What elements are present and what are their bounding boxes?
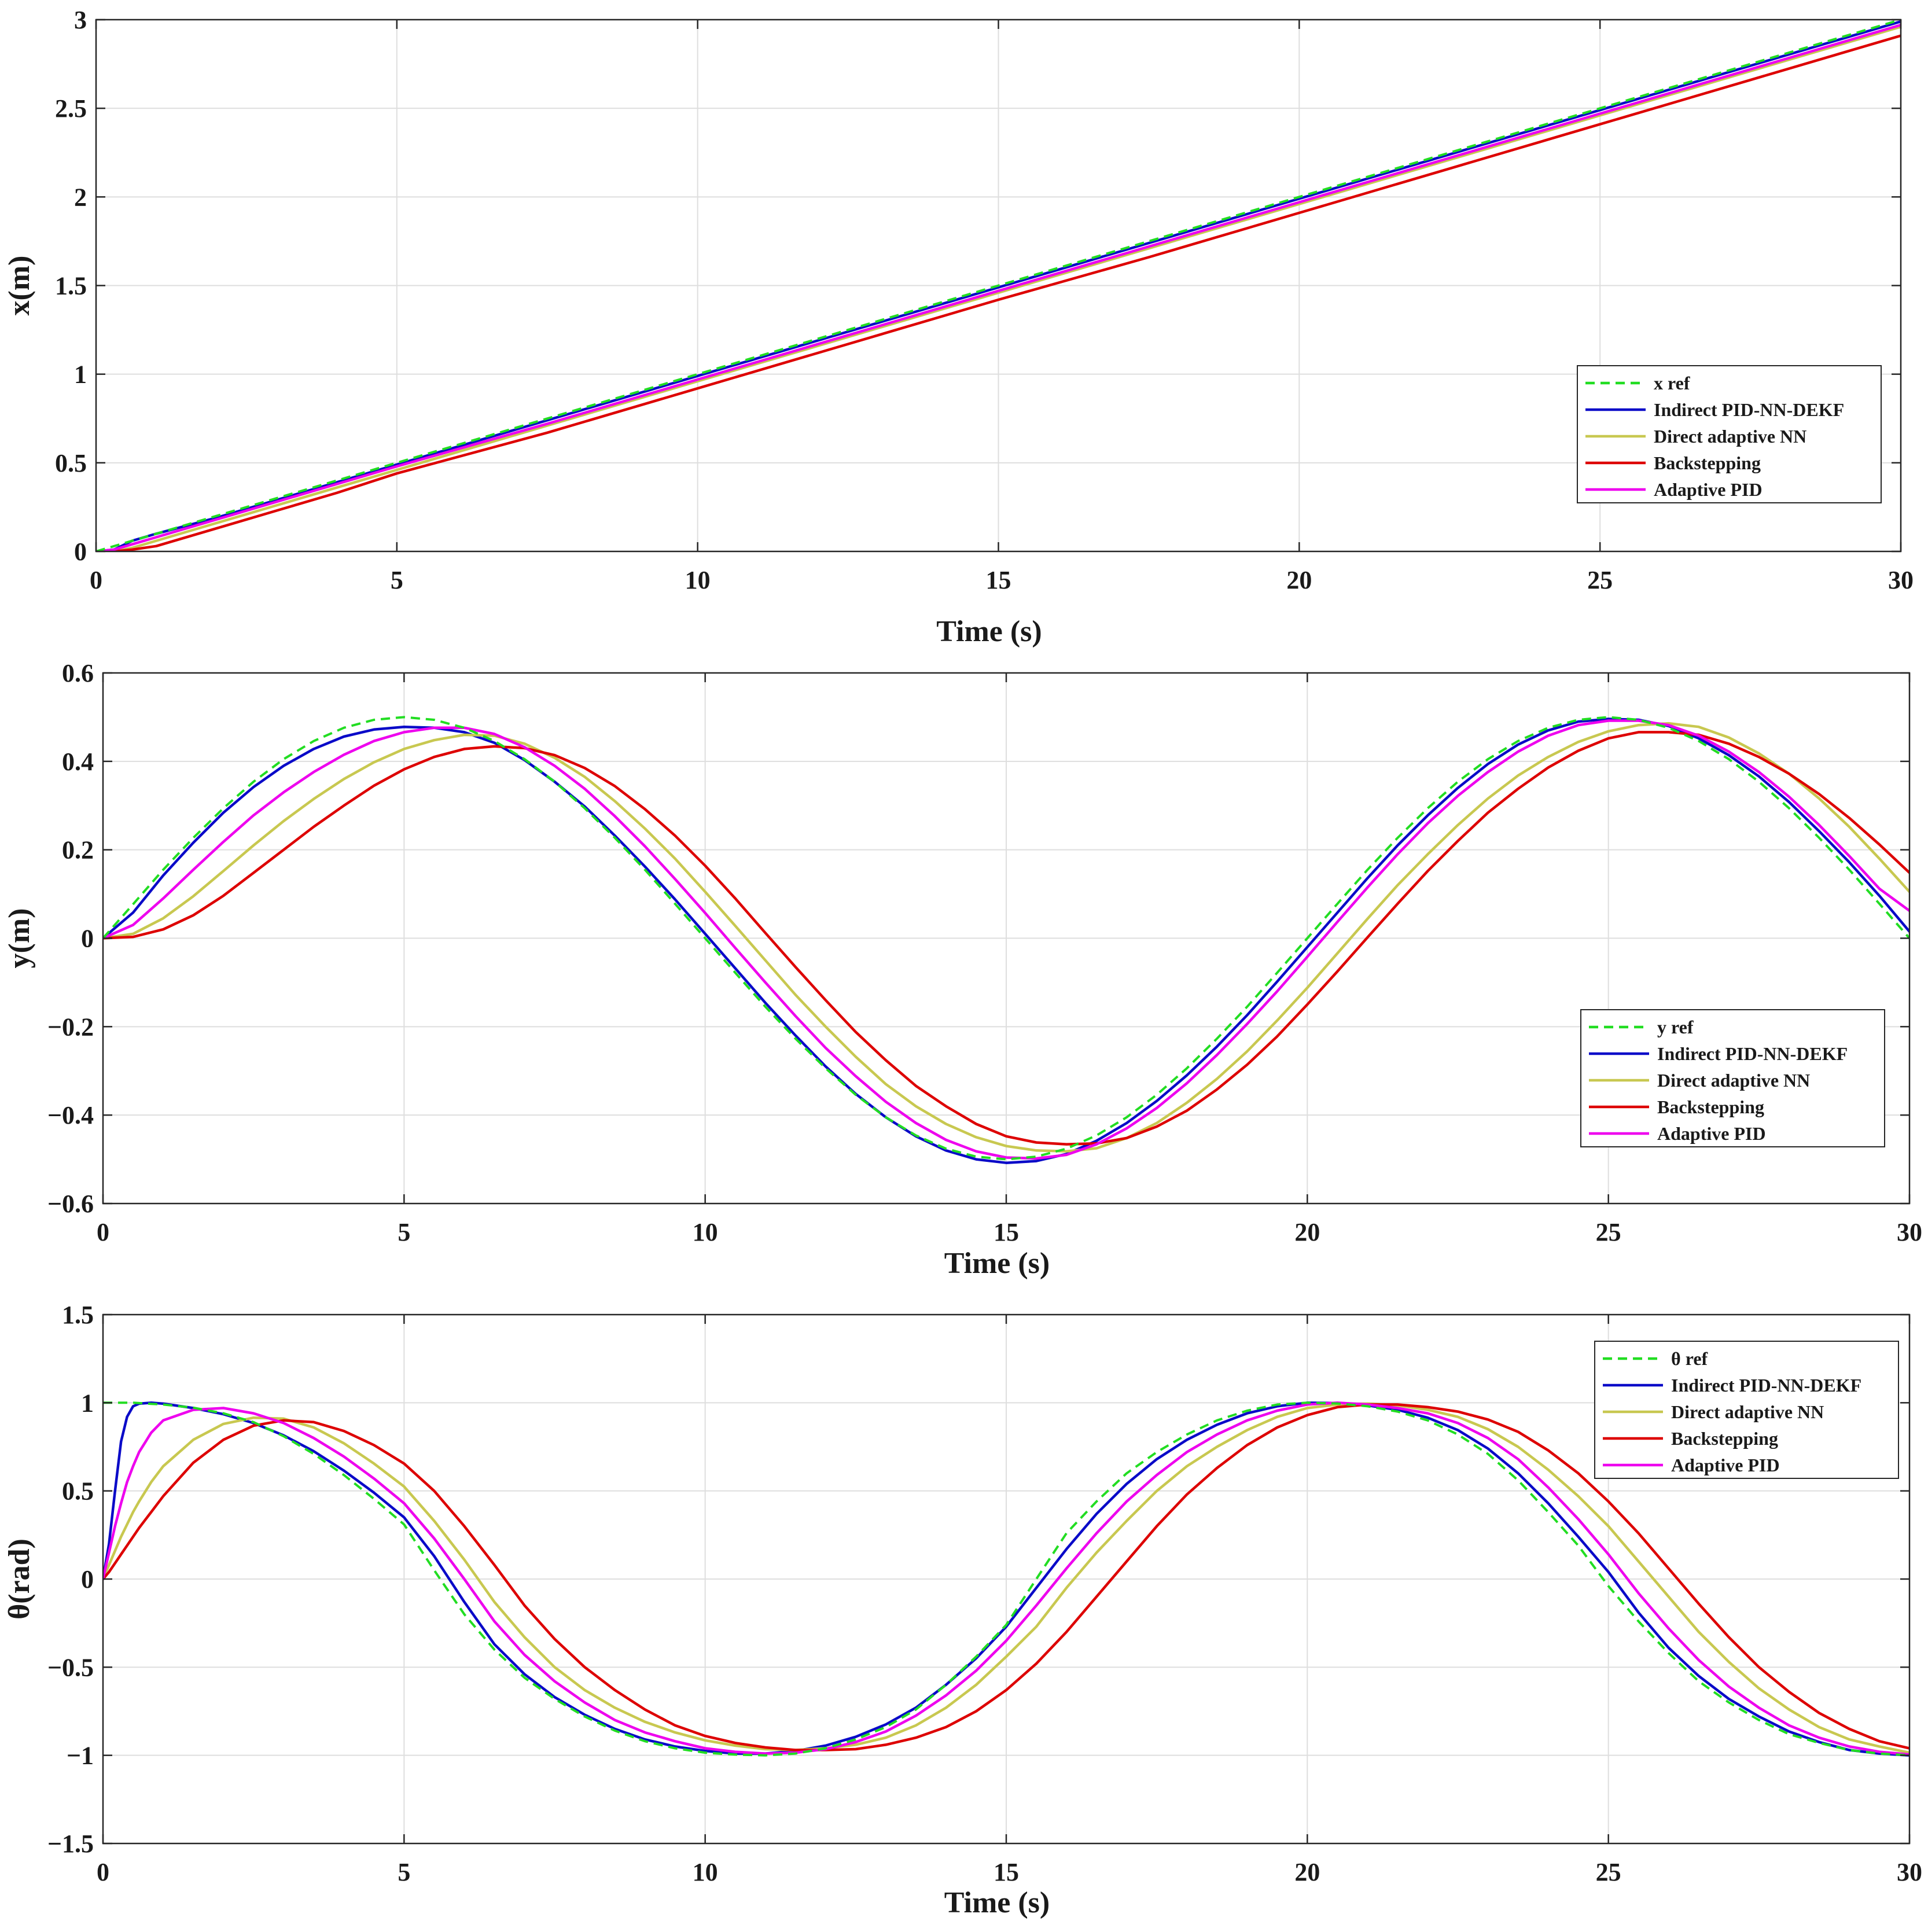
y-tick-label: 0: [74, 538, 87, 566]
legend-label-ind: Indirect PID-NN-DEKF: [1657, 1043, 1848, 1064]
x-tick-label: 25: [1596, 1858, 1621, 1886]
y-tick-label: 0.5: [62, 1477, 94, 1506]
x-tick-label: 15: [986, 566, 1011, 594]
x-tick-label: 30: [1897, 1858, 1922, 1886]
x-tick-label: 20: [1286, 566, 1312, 594]
series-line-bs: [103, 1403, 1909, 1751]
x-tick-label: 15: [994, 1858, 1019, 1886]
chart-2: 0 5 10 15 20 25 30 −0.6 −0.4 −0.2 0 0.2 0.4 0.6 Time (…: [3, 659, 1922, 1280]
series-lines: [103, 1401, 1909, 1757]
legend-label-ref: x ref: [1654, 373, 1690, 393]
legend-box: [1577, 365, 1882, 503]
x-tick-label: 0: [97, 1218, 109, 1246]
y-tick-label: 0: [81, 1565, 94, 1594]
legend: y ref Indirect PID-NN-DEKF Direct adaptive…: [1580, 1009, 1885, 1147]
y-tick-label: −1.5: [47, 1830, 94, 1858]
y-axis: −0.6 −0.4 −0.2 0 0.2 0.4 0.6: [47, 659, 1909, 1218]
x-tick-label: 10: [693, 1218, 718, 1246]
legend-label-apid: Adaptive PID: [1657, 1123, 1766, 1144]
y-tick-label: 0: [81, 925, 94, 953]
y-tick-label: 0.4: [62, 748, 94, 776]
y-tick-label: 0.5: [55, 449, 87, 477]
y-tick-label: 2: [74, 183, 87, 211]
series-lines: [103, 716, 1909, 1164]
x-axis: 0 5 10 15 20 25 30: [90, 20, 1914, 594]
x-tick-label: 10: [685, 566, 711, 594]
gridlines: [103, 673, 1909, 1204]
x-tick-label: 25: [1587, 566, 1613, 594]
legend-box: [1580, 1009, 1885, 1147]
series-line-dir: [103, 722, 1909, 1153]
x-axis: 0 5 10 15 20 25 30: [97, 1315, 1922, 1886]
y-tick-label: −0.4: [47, 1101, 94, 1129]
x-tick-label: 25: [1596, 1218, 1621, 1246]
x-tick-label: 20: [1294, 1218, 1320, 1246]
legend-label-ref: y ref: [1657, 1017, 1694, 1037]
x-tick-label: 5: [398, 1218, 410, 1246]
series-line-ind: [103, 717, 1909, 1164]
series-line-apid: [103, 1401, 1909, 1756]
legend: θ ref Indirect PID-NN-DEKF Direct adaptive…: [1594, 1341, 1899, 1479]
y-tick-label: 0.6: [62, 659, 94, 687]
y-tick-label: −0.6: [47, 1190, 94, 1218]
legend-label-dir: Direct adaptive NN: [1671, 1401, 1824, 1422]
legend-box: [1594, 1341, 1899, 1479]
x-tick-label: 5: [391, 566, 403, 594]
legend-label-ind: Indirect PID-NN-DEKF: [1671, 1375, 1861, 1396]
legend-label-bs: Backstepping: [1671, 1428, 1778, 1449]
series-line-dir: [103, 1402, 1909, 1754]
x-tick-label: 0: [90, 566, 102, 594]
x-tick-label: 30: [1888, 566, 1914, 594]
legend-label-bs: Backstepping: [1654, 452, 1761, 473]
x-tick-label: 0: [97, 1858, 109, 1886]
y-tick-label: −0.5: [47, 1653, 94, 1681]
y-tick-label: 1.5: [62, 1301, 94, 1329]
legend-label-apid: Adaptive PID: [1671, 1455, 1780, 1475]
legend-label-bs: Backstepping: [1657, 1096, 1764, 1117]
series-line-ind: [96, 20, 1901, 551]
y-tick-label: 1: [74, 360, 87, 389]
y-axis-label: x(m): [3, 256, 36, 316]
x-tick-label: 30: [1897, 1218, 1922, 1246]
y-tick-label: 2.5: [55, 94, 87, 123]
x-axis: 0 5 10 15 20 25 30: [97, 673, 1922, 1246]
y-axis-label: y(m): [3, 908, 36, 969]
series-line-dir: [96, 25, 1901, 551]
x-axis-label: Time (s): [936, 615, 1042, 648]
series-lines: [96, 20, 1901, 551]
y-tick-label: 1: [81, 1389, 94, 1417]
x-axis-label: Time (s): [944, 1247, 1050, 1280]
legend-label-apid: Adaptive PID: [1654, 479, 1763, 500]
y-axis: 0 0.5 1 1.5 2 2.5 3: [55, 6, 1901, 566]
y-axis: −1.5 −1 −0.5 0 0.5 1 1.5: [47, 1301, 1909, 1858]
series-line-bs: [103, 731, 1909, 1146]
series-line-apid: [103, 719, 1909, 1160]
series-line-ref: [96, 20, 1901, 551]
x-tick-label: 15: [994, 1218, 1019, 1246]
x-axis-label: Time (s): [944, 1886, 1050, 1919]
x-tick-label: 10: [693, 1858, 718, 1886]
chart-1: 0 5 10 15 20 25 30 0 0.5 1 1.5 2 2.5 3 Time (s) x(m) x r…: [3, 6, 1914, 648]
series-line-apid: [96, 23, 1901, 551]
y-tick-label: 0.2: [62, 836, 94, 864]
chart-3: 0 5 10 15 20 25 30 −1.5 −1 −0.5 0 0.5 1 1.5 Time (s) θ(…: [3, 1301, 1922, 1919]
series-line-bs: [96, 34, 1901, 551]
legend: x ref Indirect PID-NN-DEKF Direct adaptive…: [1577, 365, 1882, 503]
legend-label-ref: θ ref: [1671, 1348, 1708, 1369]
series-line-ref: [103, 1401, 1909, 1757]
x-tick-label: 5: [398, 1858, 410, 1886]
y-tick-label: 3: [74, 6, 87, 34]
series-line-ref: [103, 716, 1909, 1161]
x-tick-label: 20: [1294, 1858, 1320, 1886]
legend-label-ind: Indirect PID-NN-DEKF: [1654, 399, 1844, 420]
legend-label-dir: Direct adaptive NN: [1657, 1070, 1810, 1091]
y-tick-label: 1.5: [55, 272, 87, 300]
y-tick-label: −1: [67, 1742, 94, 1770]
y-tick-label: −0.2: [47, 1013, 94, 1041]
legend-label-dir: Direct adaptive NN: [1654, 426, 1806, 447]
y-axis-label: θ(rad): [3, 1539, 36, 1620]
